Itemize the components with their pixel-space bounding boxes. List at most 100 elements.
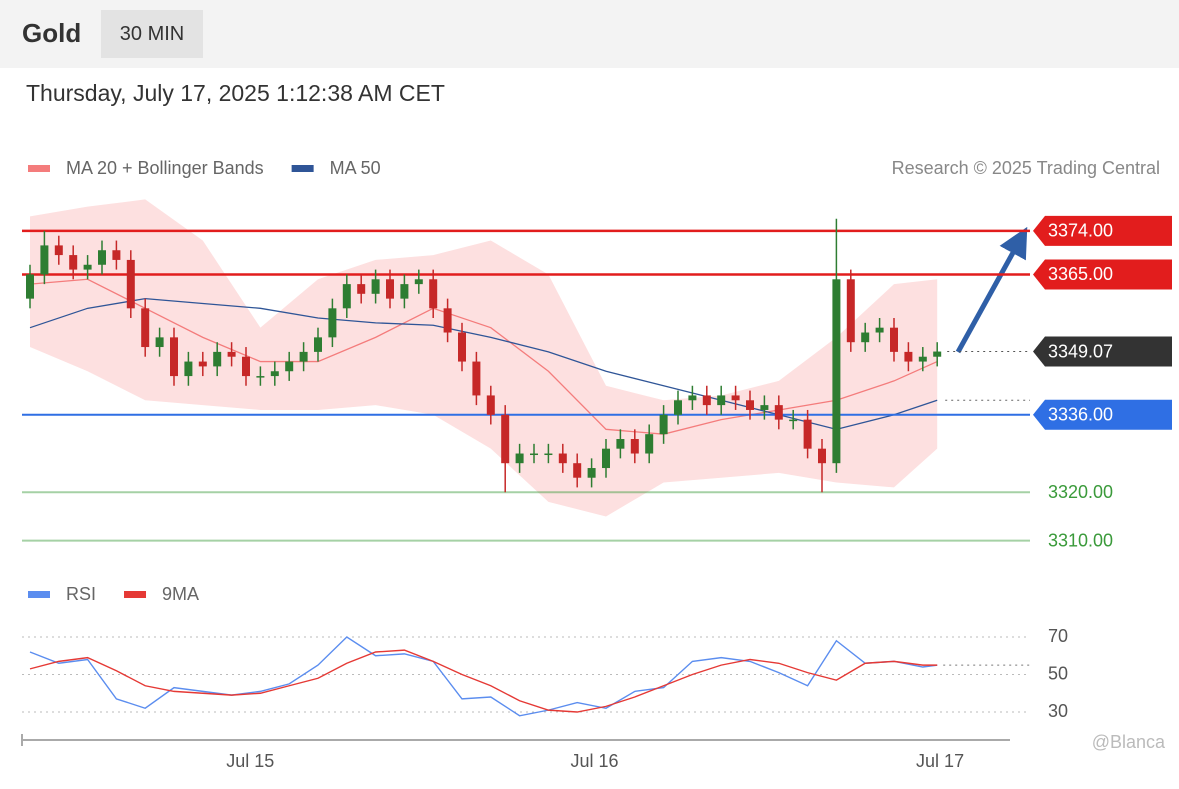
candle-body [933, 351, 942, 357]
y-tick-label: 30 [1048, 701, 1068, 721]
candle-body [875, 327, 884, 333]
candle-body [458, 332, 466, 362]
source-label: Research © 2025 Trading Central [892, 158, 1160, 178]
x-tick-label: Jul 17 [916, 751, 964, 771]
candle-body [227, 351, 236, 357]
candle-body [616, 439, 625, 449]
candle-body [98, 250, 106, 265]
candle-body [155, 337, 164, 348]
price-label: 3374.00 [1048, 221, 1113, 241]
candle-body [573, 463, 582, 478]
candle-body [832, 279, 841, 464]
candle-body [26, 274, 34, 299]
candle-body [357, 284, 366, 294]
indicator-line [29, 649, 938, 713]
candle-body [890, 327, 898, 352]
timeframe-button[interactable]: 30 MIN [101, 10, 203, 58]
candle-body [429, 279, 438, 309]
y-tick-label: 50 [1048, 663, 1068, 683]
candle-body [602, 448, 610, 469]
candle-body [674, 400, 682, 415]
candle-body [515, 453, 524, 464]
candle-body [285, 361, 294, 372]
candle-body [126, 259, 135, 309]
legend-swatch [291, 165, 314, 172]
candle-body [587, 468, 596, 478]
candle-body [731, 395, 740, 401]
candle-body [54, 245, 63, 256]
price-box [1033, 215, 1172, 246]
forecast-arrow [955, 226, 1028, 354]
watermark: @Blanca [1092, 732, 1166, 752]
price-label: 3320.00 [1048, 482, 1113, 502]
moving-average [29, 297, 938, 430]
candle-body [198, 361, 207, 367]
price-label: 3365.00 [1048, 264, 1113, 284]
candle-body [746, 400, 754, 410]
legend-swatch [28, 165, 50, 172]
candle-body [645, 434, 654, 454]
legend-swatch [28, 591, 50, 598]
candle-body [400, 284, 409, 299]
candle-body [501, 414, 510, 464]
candle-body [184, 361, 193, 377]
candle-body [818, 448, 826, 464]
candle-body [256, 376, 265, 378]
candle-body [789, 419, 798, 422]
candle-body [342, 284, 351, 309]
candle-body [688, 395, 697, 401]
candle-body [414, 279, 423, 285]
candle-body [803, 419, 812, 449]
y-tick-label: 70 [1048, 626, 1068, 646]
candle-body [530, 453, 538, 456]
candle-body [918, 356, 927, 362]
candle-body [904, 351, 913, 362]
candle-body [630, 439, 639, 454]
legend-label: 9MA [162, 584, 199, 604]
price-label: 3336.00 [1048, 405, 1113, 425]
x-tick-label: Jul 16 [570, 751, 618, 771]
candle-body [242, 356, 250, 377]
candle-body [328, 308, 337, 338]
timestamp: Thursday, July 17, 2025 1:12:38 AM CET [26, 80, 445, 106]
price-box [1033, 336, 1172, 367]
legend-swatch [124, 591, 147, 598]
candle-body [774, 405, 783, 420]
candle-body [170, 337, 178, 377]
candle-body [443, 308, 452, 333]
candle-body [40, 245, 49, 275]
indicator-line [29, 636, 938, 717]
candle-body [760, 405, 769, 410]
price-box [1033, 259, 1172, 290]
candle-body [702, 395, 711, 406]
legend-label: RSI [66, 584, 96, 604]
price-label: 3310.00 [1048, 530, 1113, 550]
instrument-title: Gold [22, 18, 82, 48]
price-box [1033, 399, 1172, 430]
candle-body [83, 264, 92, 270]
candle-body [486, 395, 495, 415]
candle-body [213, 351, 222, 367]
candle-body [846, 279, 855, 343]
candle-body [371, 279, 380, 294]
candle-body [299, 351, 308, 362]
candle-body [659, 414, 668, 435]
candle-body [270, 371, 279, 377]
legend-label: MA 20 + Bollinger Bands [66, 158, 264, 178]
candle-body [544, 453, 553, 456]
moving-average [29, 278, 938, 435]
price-label: 3349.07 [1048, 341, 1113, 361]
candle-body [386, 279, 394, 299]
candle-body [717, 395, 726, 406]
candle-body [314, 337, 322, 352]
bollinger-band [30, 199, 938, 517]
candle-body [112, 250, 121, 260]
x-tick-label: Jul 15 [226, 751, 274, 771]
candle-body [69, 255, 78, 270]
candle-body [558, 453, 567, 464]
candle-body [861, 332, 870, 343]
legend-label: MA 50 [330, 158, 381, 178]
candle-body [472, 361, 481, 396]
